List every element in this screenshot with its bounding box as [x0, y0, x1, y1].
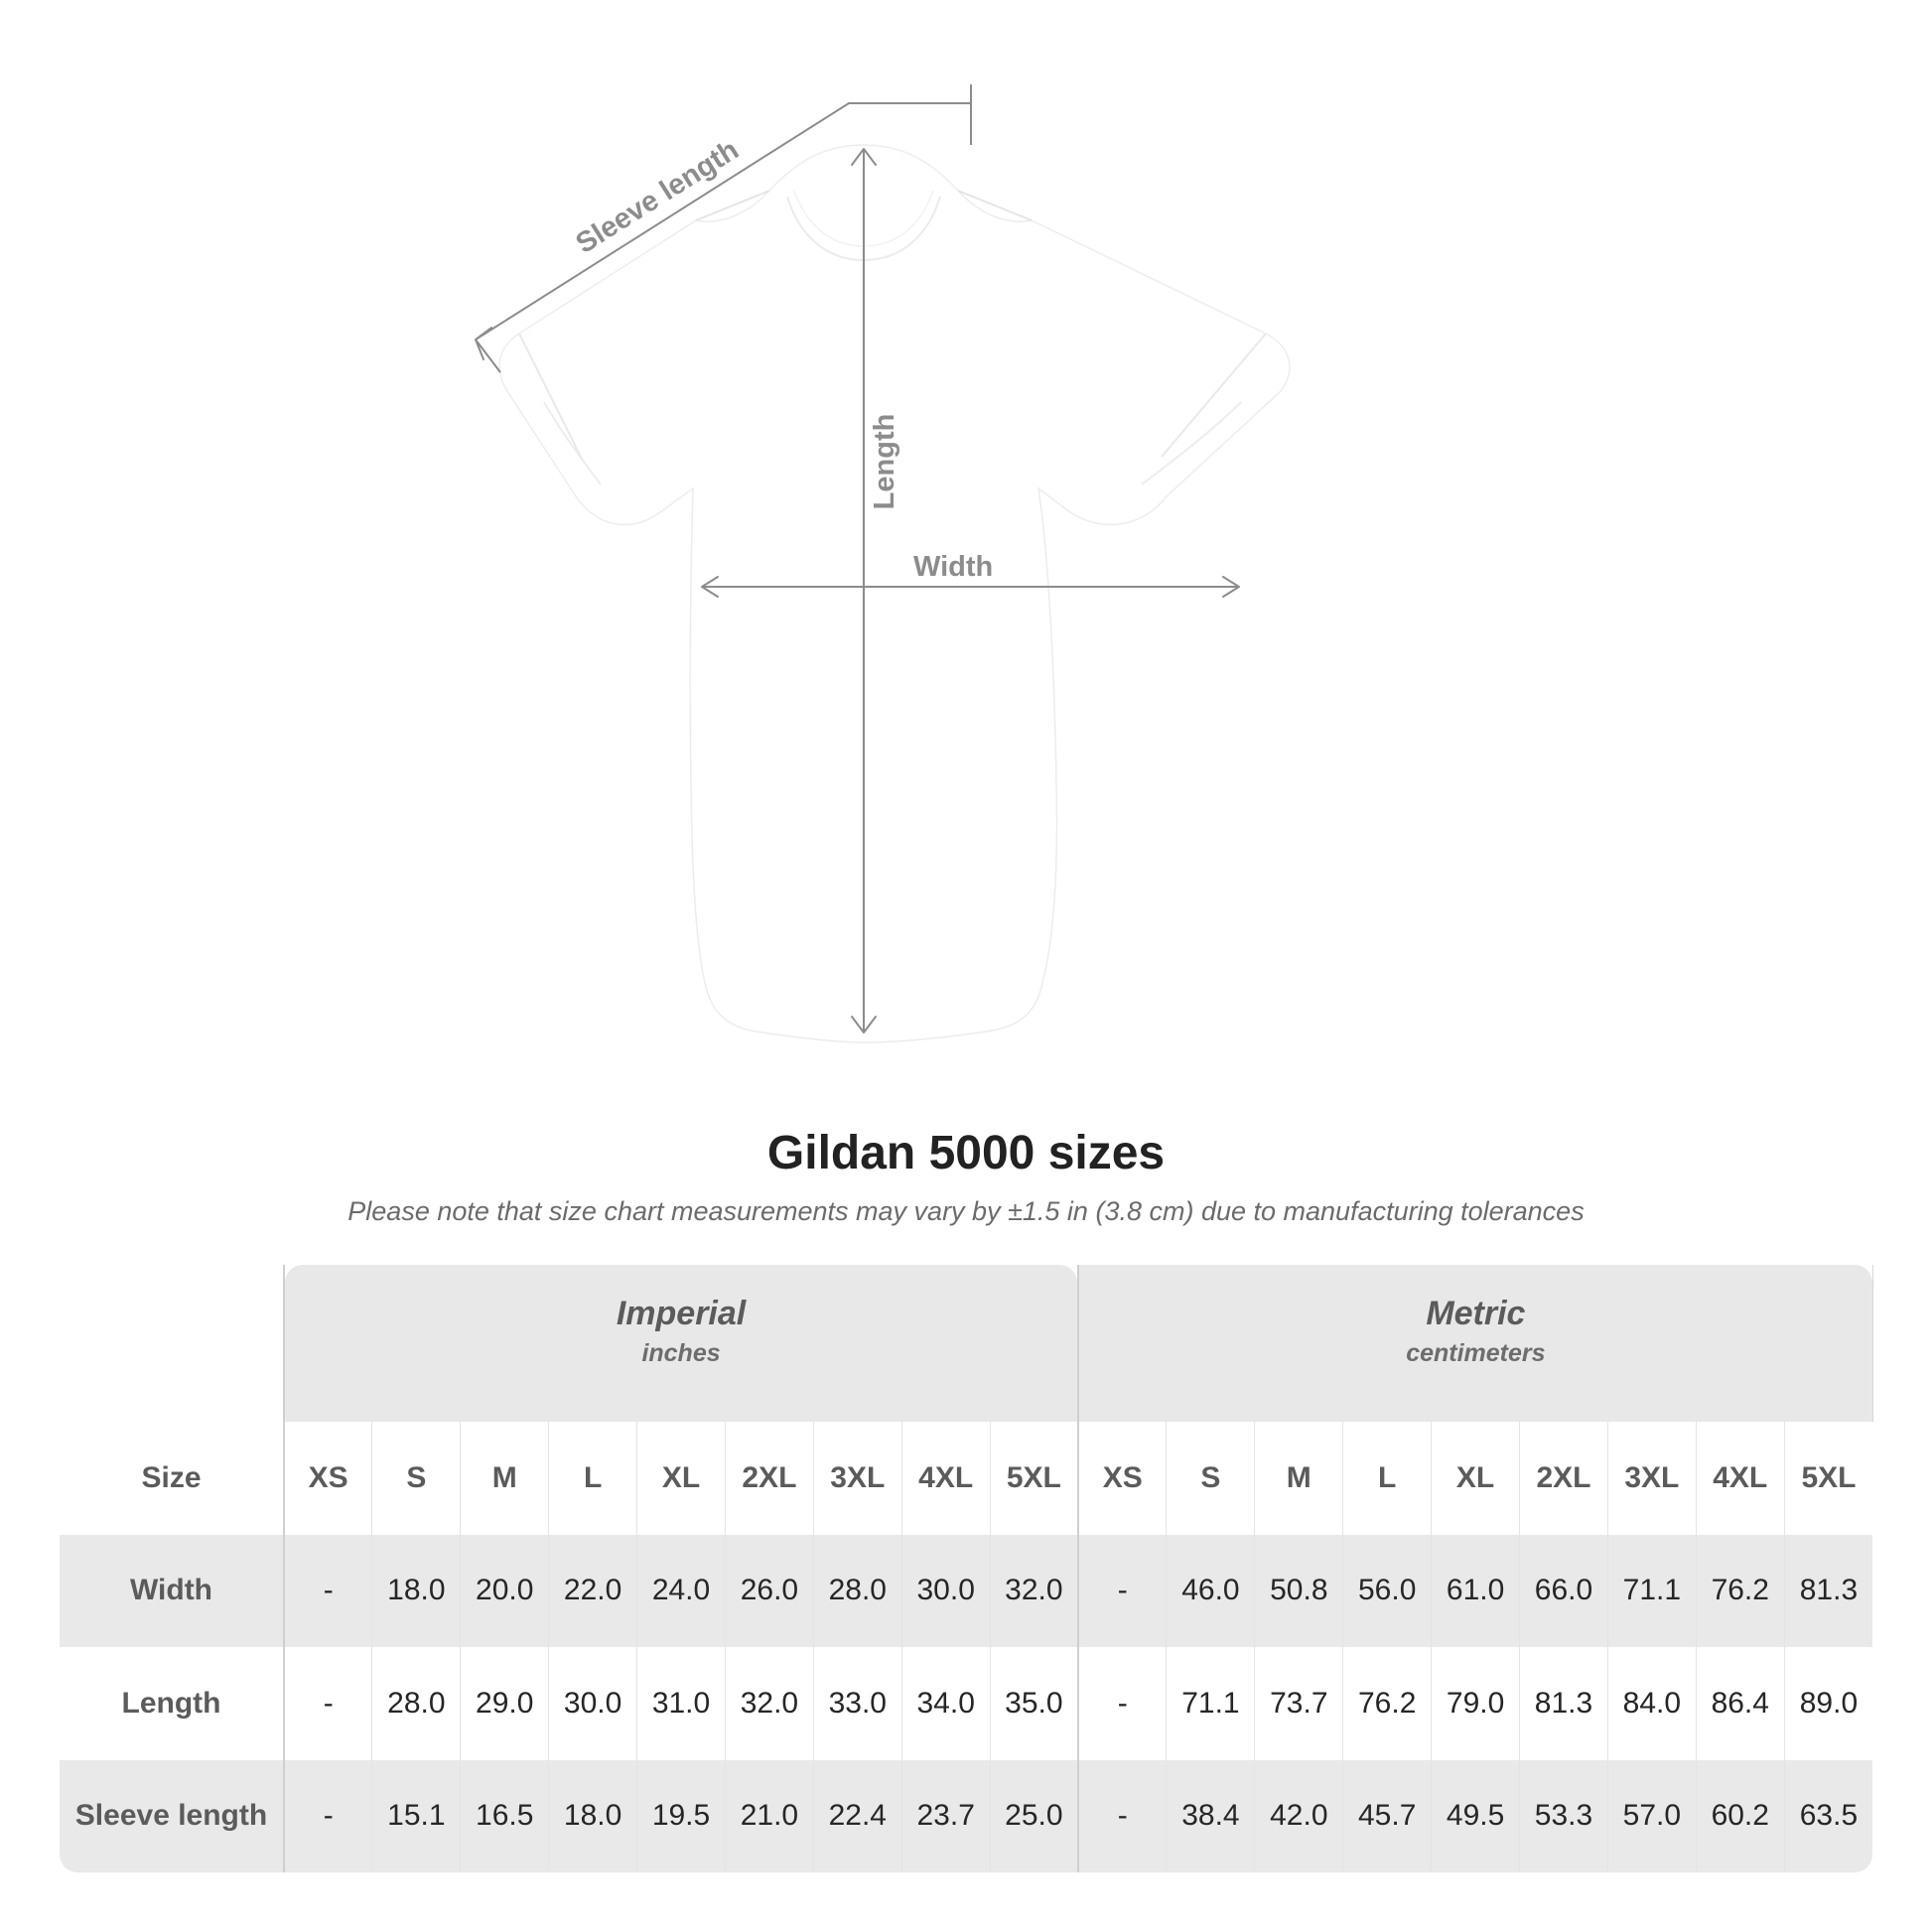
svg-text:Length: Length: [869, 414, 900, 510]
svg-text:Width: Width: [913, 551, 993, 583]
